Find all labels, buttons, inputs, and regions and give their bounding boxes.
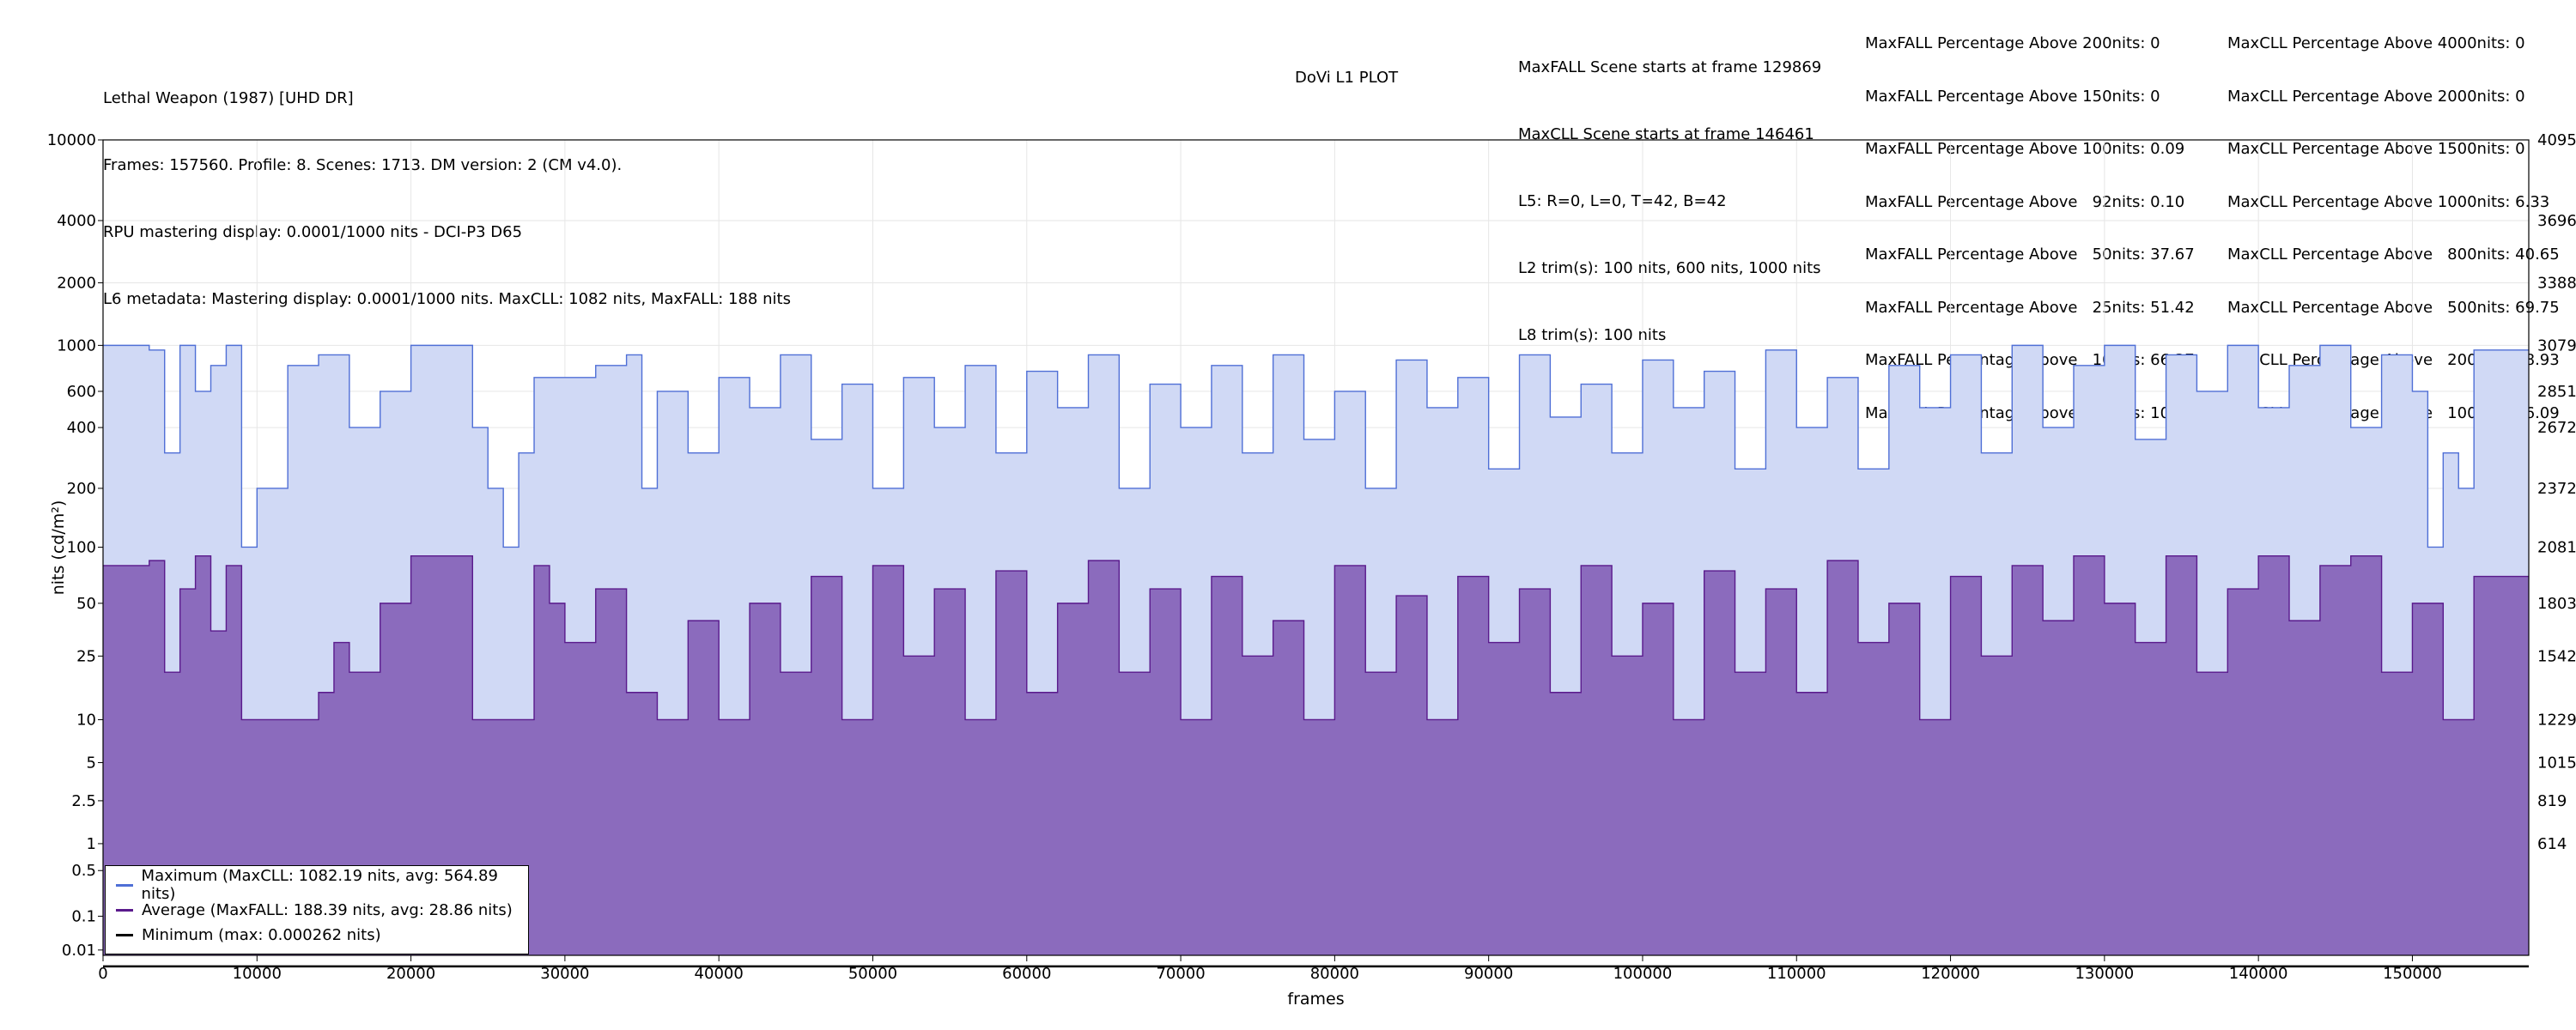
axes xyxy=(98,139,2530,961)
x-tick-label: 0 xyxy=(98,965,107,983)
maxfall-stat: MaxFALL Percentage Above 200nits: 0 xyxy=(1865,34,2160,52)
x-tick-label: 40000 xyxy=(695,965,744,983)
maxfall-stat: MaxFALL Percentage Above 25nits: 51.42 xyxy=(1865,298,2195,317)
right-tick-label: 819 xyxy=(2537,792,2567,810)
x-tick-label: 140000 xyxy=(2229,965,2288,983)
maxfall-stat: MaxFALL Percentage Above 100nits: 0.09 xyxy=(1865,140,2185,158)
legend-label-maximum: Maximum (MaxCLL: 1082.19 nits, avg: 564.… xyxy=(141,867,498,903)
right-tick-label: 2372 xyxy=(2537,480,2576,498)
y-tick-label: 400 xyxy=(67,419,96,437)
right-tick-label: 1803 xyxy=(2537,595,2576,613)
legend-label-average: Average (MaxFALL: 188.39 nits, avg: 28.8… xyxy=(142,900,513,919)
right-tick-label: 3696 xyxy=(2537,212,2576,230)
x-tick-label: 110000 xyxy=(1767,965,1826,983)
legend-item-maximum: Maximum (MaxCLL: 1082.19 nits, avg: 564.… xyxy=(116,867,528,903)
y-tick-label: 600 xyxy=(67,383,96,401)
maxfall-stat: MaxFALL Percentage Above 92nits: 0.10 xyxy=(1865,192,2185,211)
y-tick-label: 10000 xyxy=(47,131,96,149)
plot-title: DoVi L1 PLOT xyxy=(1295,69,1399,87)
y-tick-label: 200 xyxy=(67,480,96,498)
maxfall-stat: MaxFALL Percentage Above 150nits: 0 xyxy=(1865,87,2160,106)
x-tick-label: 90000 xyxy=(1464,965,1513,983)
x-tick-label: 80000 xyxy=(1310,965,1359,983)
maxcll-stat: MaxCLL Percentage Above 1000nits: 6.33 xyxy=(2227,192,2550,211)
scene-line: L5: R=0, L=0, T=42, B=42 xyxy=(1518,192,1727,210)
x-tick-label: 70000 xyxy=(1156,965,1205,983)
y-tick-label: 10 xyxy=(76,711,96,729)
y-tick-label: 2.5 xyxy=(71,792,96,810)
maxcll-stat: MaxCLL Percentage Above 800nits: 40.65 xyxy=(2227,245,2560,264)
maxcll-stat: MaxCLL Percentage Above 2000nits: 0 xyxy=(2227,87,2525,106)
x-tick-label: 50000 xyxy=(848,965,897,983)
movie-title: Lethal Weapon (1987) [UHD DR] xyxy=(103,89,354,107)
maxcll-stat: MaxCLL Percentage Above 1500nits: 0 xyxy=(2227,140,2525,158)
scene-info: MaxFALL Scene starts at frame 129869 Max… xyxy=(1518,12,1821,369)
x-tick-label: 130000 xyxy=(2075,965,2134,983)
y-tick-label: 0.01 xyxy=(62,942,96,960)
maxfall-stat: MaxFALL Percentage Above 50nits: 37.67 xyxy=(1865,245,2195,264)
legend-swatch-maximum xyxy=(116,883,133,887)
x-tick-label: 150000 xyxy=(2383,965,2442,983)
right-tick-label: 1015 xyxy=(2537,754,2576,772)
right-tick-label: 4095 xyxy=(2537,131,2576,149)
scene-line: MaxCLL Scene starts at frame 146461 xyxy=(1518,125,1814,143)
x-tick-label: 20000 xyxy=(386,965,435,983)
x-tick-label: 120000 xyxy=(1921,965,1980,983)
y-tick-label: 1000 xyxy=(57,336,96,354)
y-tick-label: 2000 xyxy=(57,274,96,292)
right-tick-label: 3388 xyxy=(2537,274,2576,292)
y-axis-label: nits (cd/m²) xyxy=(49,500,68,596)
legend-item-minimum: Minimum (max: 0.000262 nits) xyxy=(116,923,381,947)
maxfall-stats: MaxFALL Percentage Above 200nits: 0 MaxF… xyxy=(1865,0,2204,440)
legend-swatch-minimum xyxy=(116,933,133,936)
x-axis-label: frames xyxy=(1287,990,1344,1009)
y-tick-label: 0.1 xyxy=(71,907,96,925)
l6-info: L6 metadata: Mastering display: 0.0001/1… xyxy=(103,290,791,308)
legend-item-average: Average (MaxFALL: 188.39 nits, avg: 28.8… xyxy=(116,898,513,922)
scene-line: L2 trim(s): 100 nits, 600 nits, 1000 nit… xyxy=(1518,259,1821,277)
y-tick-label: 25 xyxy=(76,647,96,665)
maxcll-stat: MaxCLL Percentage Above 500nits: 69.75 xyxy=(2227,298,2560,317)
tick-labels: 0 10000 20000 30000 40000 50000 60000 70000 8000… xyxy=(47,131,2576,983)
series-layer xyxy=(103,344,2529,968)
legend-label-minimum: Minimum (max: 0.000262 nits) xyxy=(142,925,381,944)
scene-line: MaxFALL Scene starts at frame 129869 xyxy=(1518,58,1822,76)
legend-swatch-average xyxy=(116,908,133,912)
y-tick-label: 4000 xyxy=(57,212,96,230)
right-tick-label: 2851 xyxy=(2537,383,2576,401)
x-tick-label: 10000 xyxy=(233,965,282,983)
series-line-maximum xyxy=(103,344,2529,548)
x-tick-label: 60000 xyxy=(1002,965,1051,983)
y-tick-label: 50 xyxy=(76,595,96,613)
y-tick-label: 0.5 xyxy=(71,862,96,880)
right-tick-label: 614 xyxy=(2537,835,2567,853)
right-tick-label: 2672 xyxy=(2537,419,2576,437)
maxcll-stat: MaxCLL Percentage Above 4000nits: 0 xyxy=(2227,34,2525,52)
series-line-average xyxy=(103,554,2529,721)
plot-frame xyxy=(102,139,2530,956)
right-tick-label: 3079 xyxy=(2537,336,2576,354)
right-tick-label: 1542 xyxy=(2537,647,2576,665)
y-tick-label: 100 xyxy=(67,538,96,556)
scene-line: L8 trim(s): 100 nits xyxy=(1518,326,1667,344)
right-tick-label: 1229 xyxy=(2537,711,2576,729)
legend: Maximum (MaxCLL: 1082.19 nits, avg: 564.… xyxy=(105,865,529,954)
x-tick-label: 30000 xyxy=(540,965,589,983)
y-tick-label: 5 xyxy=(87,754,96,772)
series-area-average xyxy=(103,555,2529,955)
right-tick-label: 2081 xyxy=(2537,538,2576,556)
x-tick-label: 100000 xyxy=(1613,965,1673,983)
y-tick-label: 1 xyxy=(87,835,96,853)
